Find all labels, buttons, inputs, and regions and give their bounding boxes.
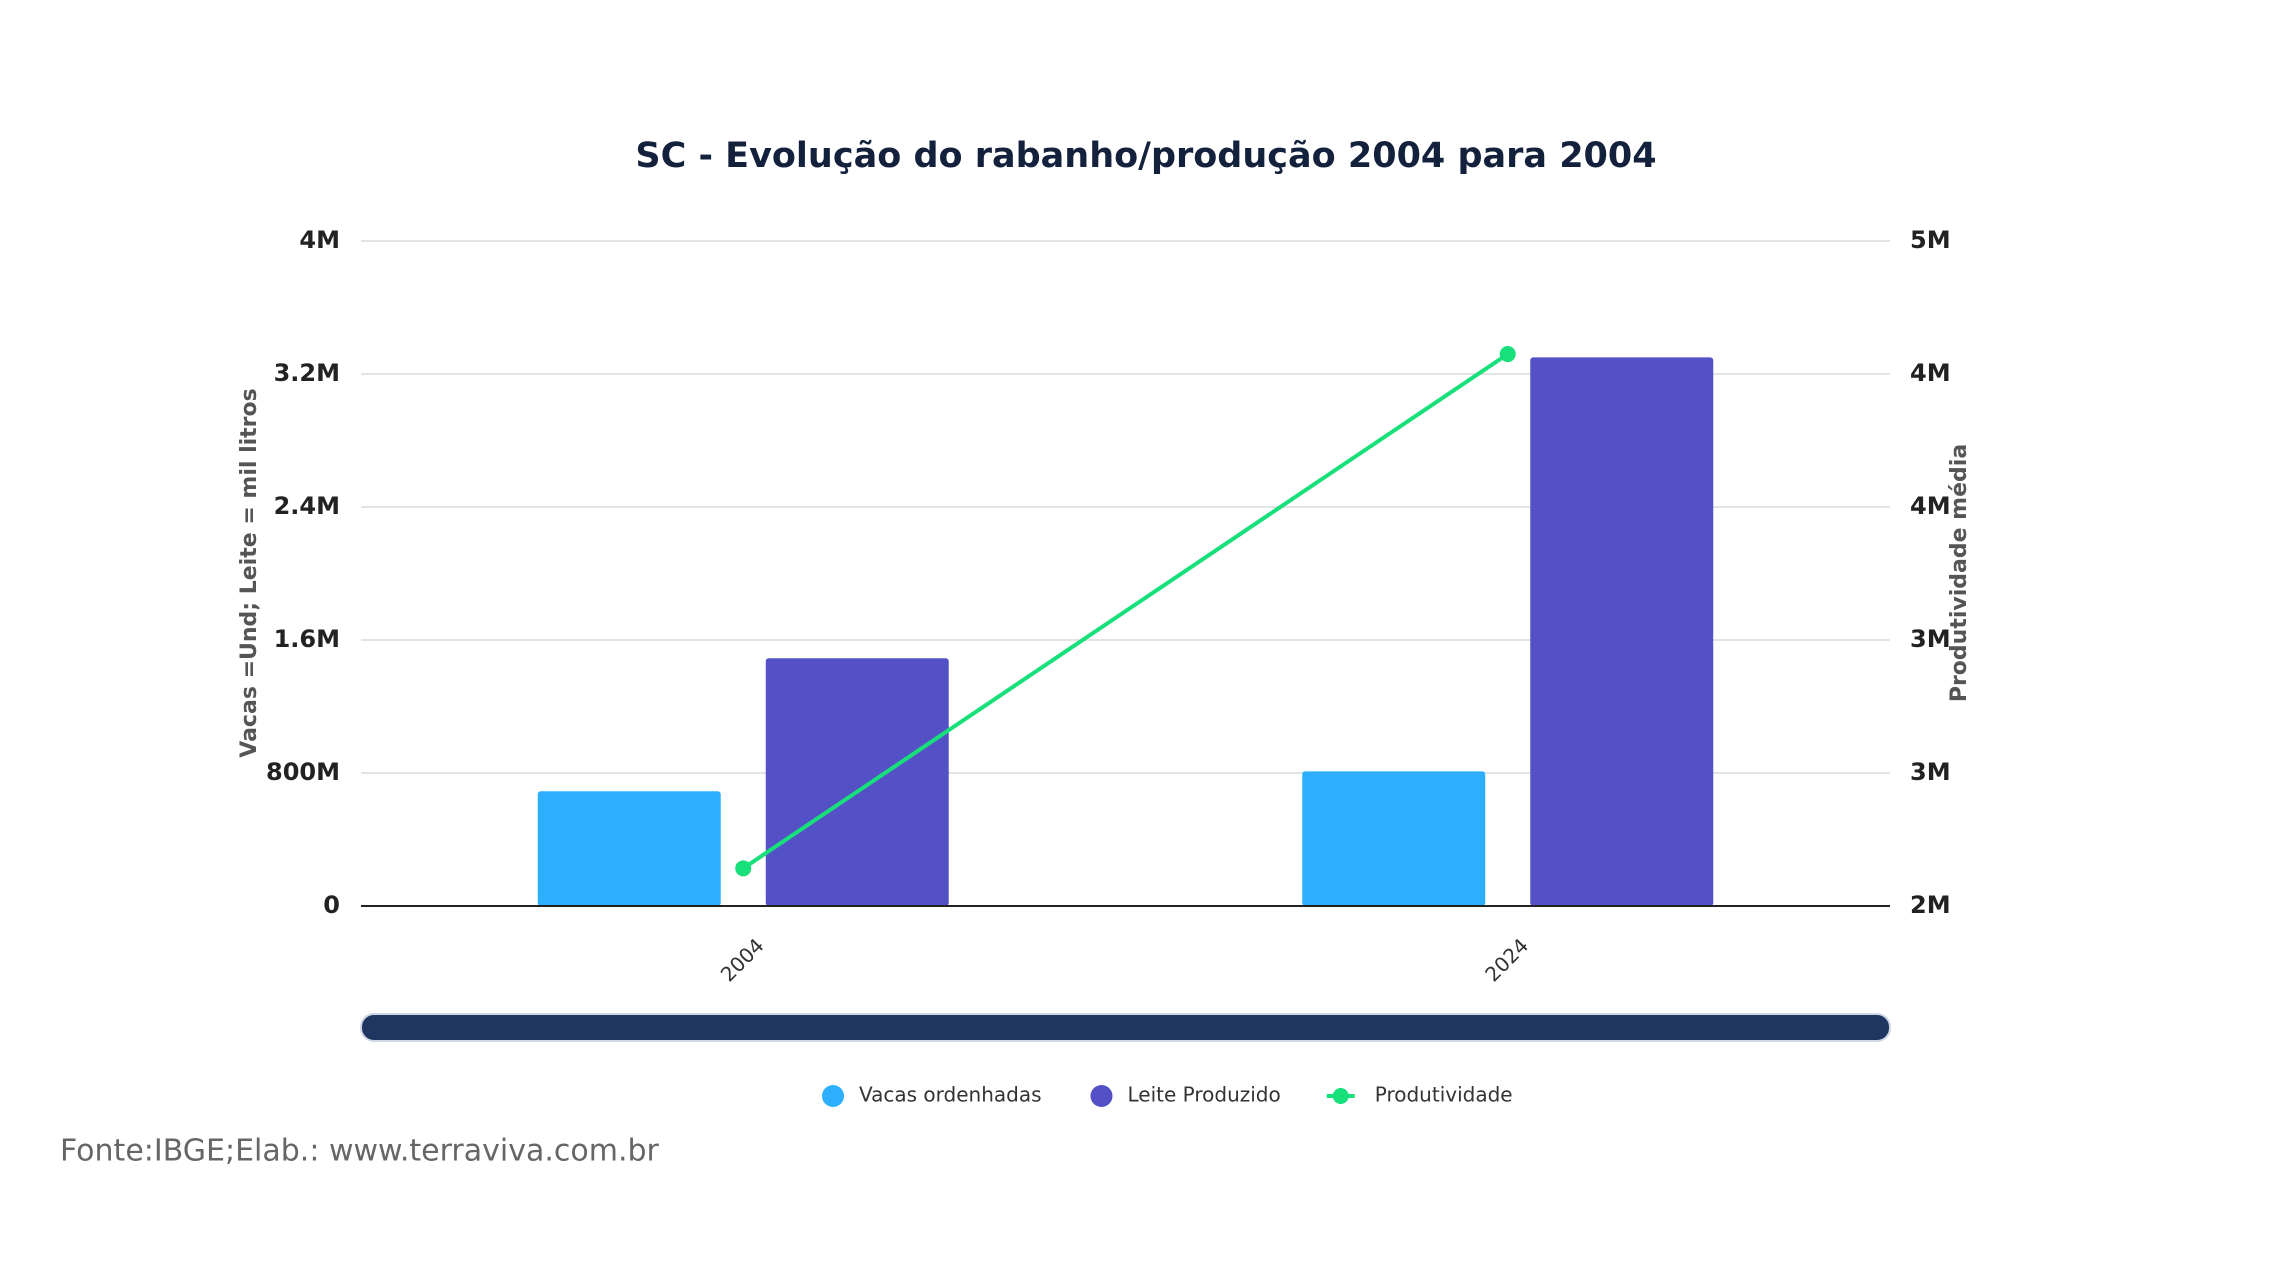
y2-tick-label: 4M: [1910, 359, 1951, 387]
source-note: Fonte:IBGE;Elab.: www.terraviva.com.br: [60, 1134, 660, 1169]
y2-tick-label: 2M: [1910, 891, 1951, 919]
legend-marker: [1332, 1088, 1349, 1104]
y2-tick-label: 5M: [1910, 226, 1951, 254]
y2-axis-title: Produtividade média: [1947, 444, 1972, 702]
y-tick-label: 0: [323, 891, 340, 919]
y-tick-label: 1.6M: [274, 625, 340, 653]
legend-label: Vacas ordenhadas: [859, 1083, 1042, 1107]
legend-label: Leite Produzido: [1128, 1083, 1281, 1107]
y-tick-label: 3.2M: [274, 359, 340, 387]
bar: [537, 791, 721, 906]
y2-tick-label: 4M: [1910, 492, 1951, 520]
line: [742, 352, 1509, 870]
y-tick-label: 800M: [266, 758, 340, 786]
y2-tick-label: 3M: [1910, 758, 1951, 786]
x-tick-label: 2004: [716, 933, 769, 986]
x-tick-label: 2024: [1480, 933, 1533, 986]
bar: [765, 658, 949, 906]
line-point: [735, 860, 752, 877]
y-tick-label: 2.4M: [274, 492, 340, 520]
bar: [1302, 771, 1486, 906]
chart-title: SC - Evolução do rabanho/produção 2004 p…: [635, 136, 1656, 176]
scrollbar[interactable]: [360, 1013, 1891, 1042]
y-axis-title: Vacas =Und; Leite = mil litros: [237, 388, 262, 757]
y2-tick-label: 3M: [1910, 625, 1951, 653]
bar: [1530, 357, 1714, 906]
legend-label: Produtividade: [1375, 1083, 1513, 1107]
line-point: [1499, 346, 1516, 363]
legend-marker: [822, 1085, 844, 1107]
legend-marker: [1090, 1085, 1113, 1107]
y-tick-label: 4M: [299, 226, 340, 254]
